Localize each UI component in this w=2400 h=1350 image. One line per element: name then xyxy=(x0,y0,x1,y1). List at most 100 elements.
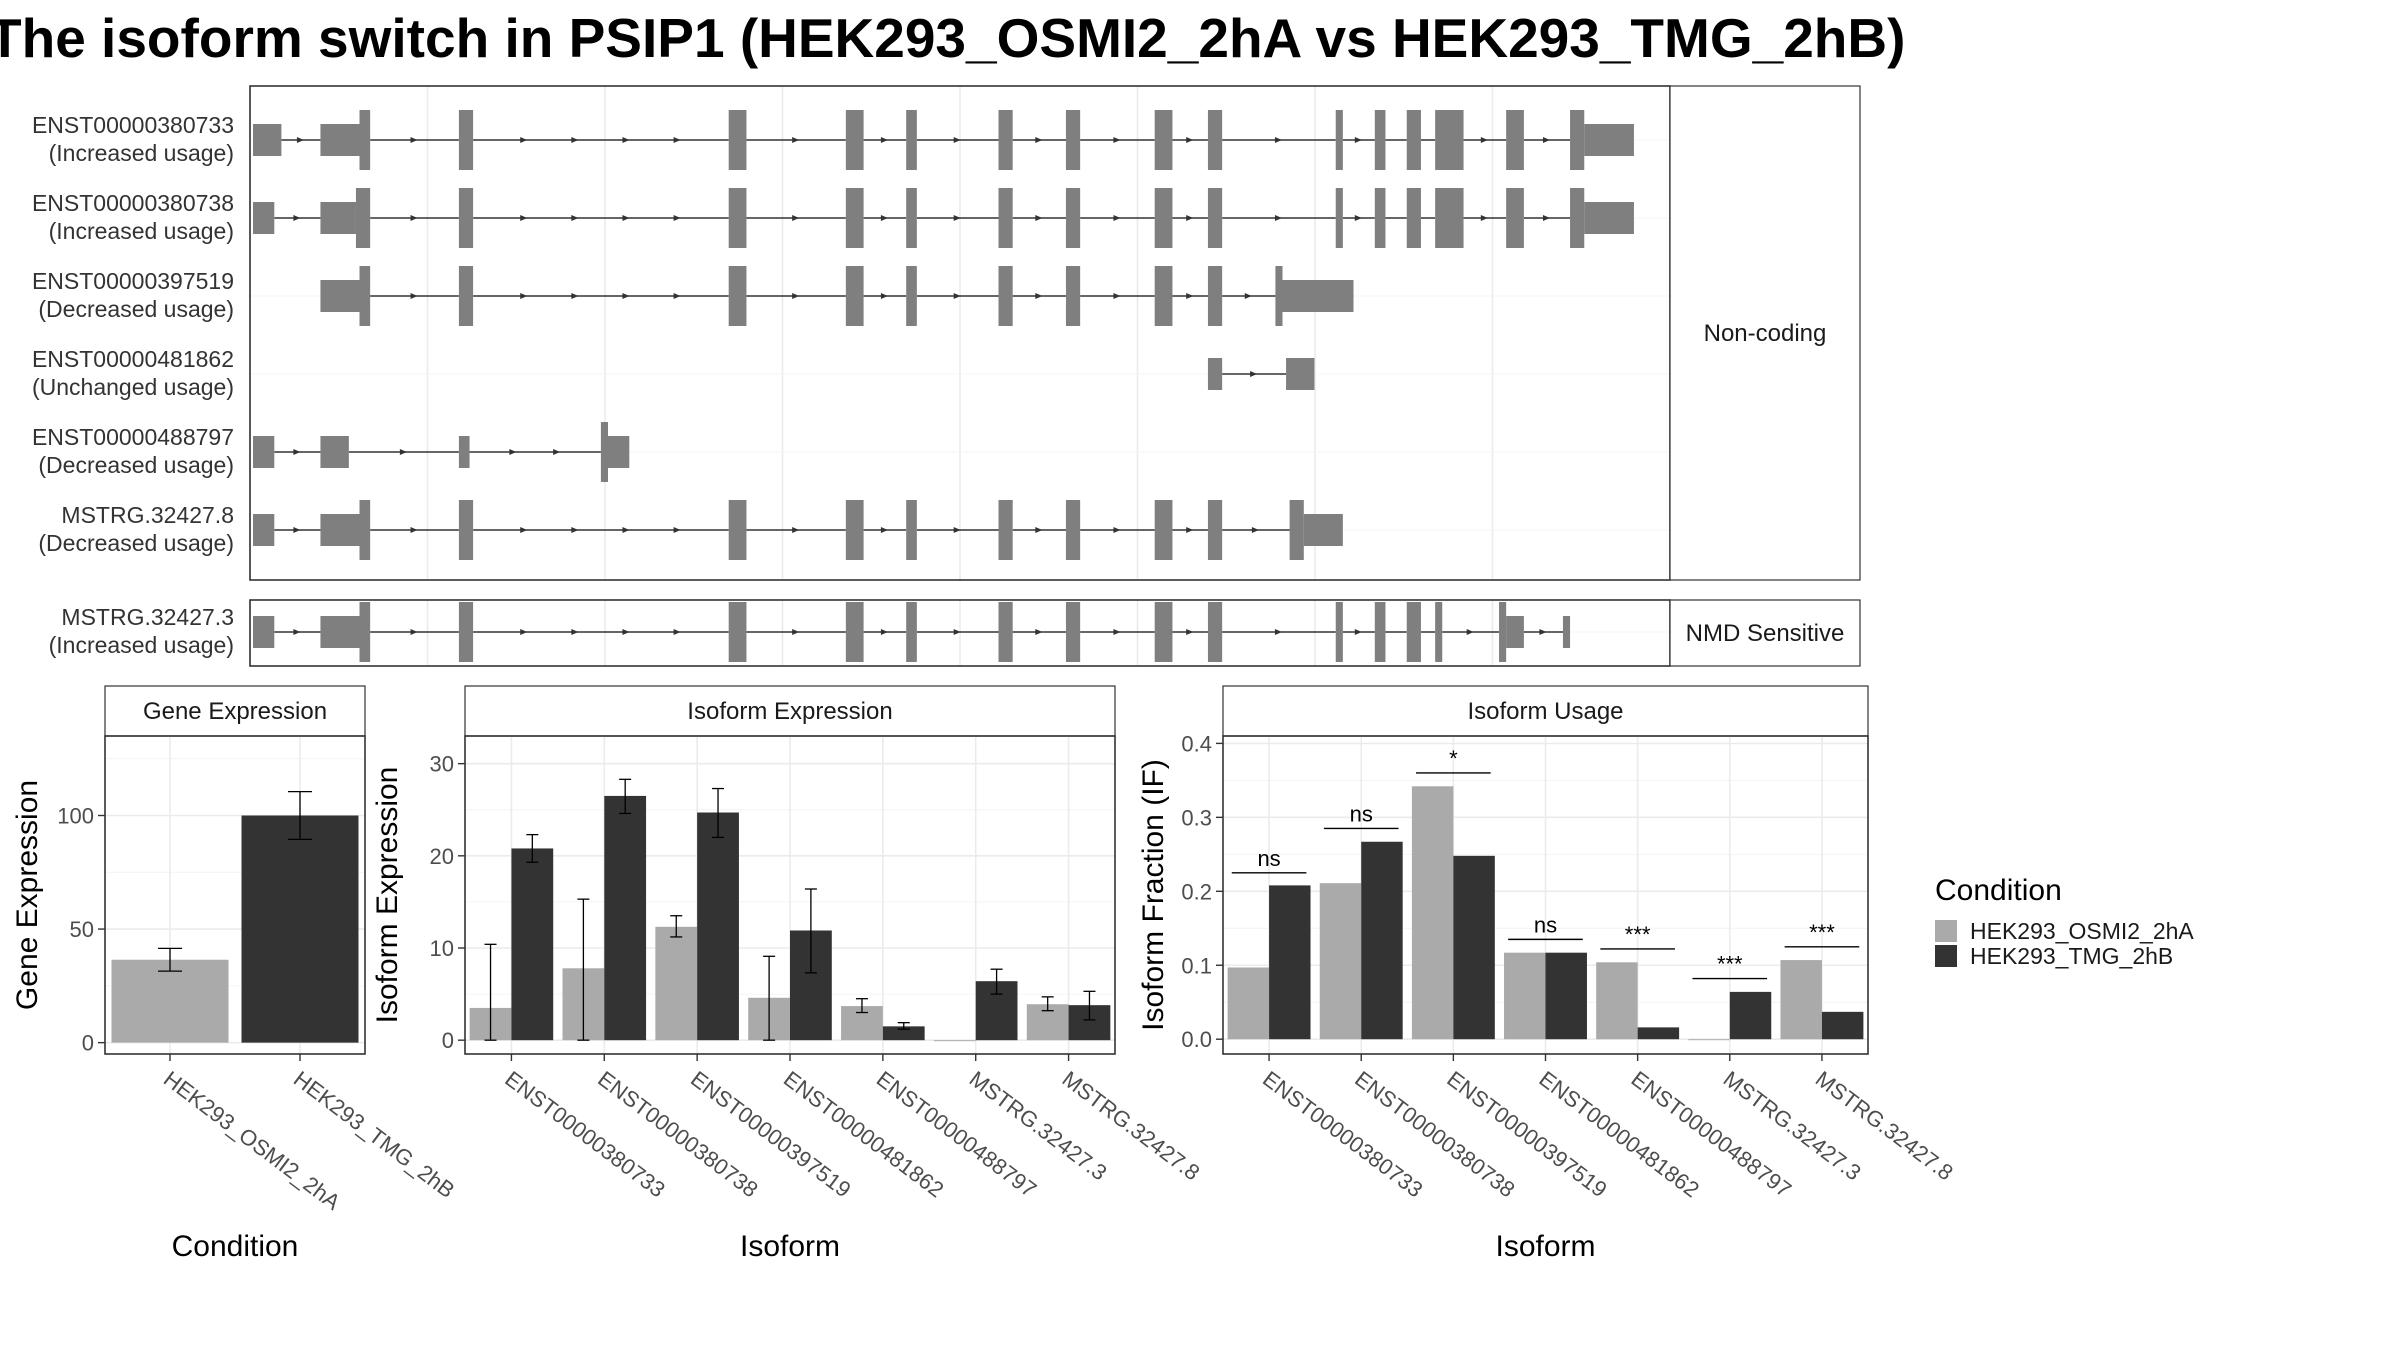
x-axis-title: Isoform xyxy=(740,1230,840,1263)
exon xyxy=(1335,110,1343,170)
direction-arrow xyxy=(1035,527,1043,533)
isoform-usage: (Increased usage) xyxy=(49,632,234,658)
bar xyxy=(1780,960,1822,1040)
direction-arrow xyxy=(1186,137,1194,143)
panel-title: Gene Expression xyxy=(143,698,327,725)
bar xyxy=(511,848,554,1041)
x-tick-label: ENST00000488797 xyxy=(1627,1066,1796,1202)
isoform-track: ENST00000397519(Decreased usage) xyxy=(32,266,1354,326)
panel-strip xyxy=(464,685,1116,737)
exon xyxy=(458,436,470,468)
y-tick-label: 0 xyxy=(442,1028,454,1053)
x-tick-label: ENST00000380738 xyxy=(1350,1066,1519,1202)
figure-title: The isoform switch in PSIP1 (HEK293_OSMI… xyxy=(0,7,1905,69)
direction-arrow xyxy=(520,293,528,299)
direction-arrow xyxy=(509,449,517,455)
direction-arrow xyxy=(520,527,528,533)
direction-arrow xyxy=(1542,137,1550,143)
direction-arrow xyxy=(571,215,579,221)
direction-arrow xyxy=(296,137,304,143)
x-tick-label: ENST00000380733 xyxy=(500,1066,669,1202)
isoform-id: ENST00000380733 xyxy=(32,112,234,138)
isoform-track: ENST00000481862(Unchanged usage) xyxy=(32,346,1315,400)
direction-arrow xyxy=(1539,629,1547,635)
x-tick-label: ENST00000481862 xyxy=(1534,1066,1703,1202)
exon xyxy=(1289,500,1304,560)
exon xyxy=(1506,188,1524,248)
significance-label: ns xyxy=(1534,912,1557,937)
isoform-usage: (Decreased usage) xyxy=(38,296,234,322)
exon xyxy=(1303,514,1343,546)
direction-arrow xyxy=(1354,629,1362,635)
bar-panel: Isoform Usage ns ns * ns *** *** *** 0.0 0.1 0.2 0.… xyxy=(1137,685,1958,1263)
isoform-track: MSTRG.32427.8(Decreased usage) xyxy=(38,500,1343,560)
y-tick-label: 0.2 xyxy=(1181,879,1212,904)
isoform-id: ENST00000488797 xyxy=(32,424,234,450)
bar xyxy=(1596,962,1638,1040)
exon xyxy=(1154,266,1173,326)
exon xyxy=(1275,266,1283,326)
direction-arrow xyxy=(293,527,301,533)
direction-arrow xyxy=(953,215,961,221)
y-axis-title: Gene Expression xyxy=(11,780,44,1010)
exon xyxy=(1406,602,1421,662)
exon xyxy=(1207,500,1223,560)
direction-arrow xyxy=(673,293,681,299)
exon xyxy=(1065,500,1081,560)
exon xyxy=(1435,110,1464,170)
direction-arrow xyxy=(1113,629,1121,635)
y-tick-label: 20 xyxy=(430,844,454,869)
exon xyxy=(906,602,917,662)
direction-arrow xyxy=(673,215,681,221)
exon xyxy=(320,436,349,468)
exon xyxy=(906,110,917,170)
x-tick-label: ENST00000397519 xyxy=(1442,1066,1611,1202)
bar xyxy=(604,795,647,1041)
exon xyxy=(845,500,864,560)
bar xyxy=(1729,991,1772,1040)
direction-arrow xyxy=(1113,215,1121,221)
direction-arrow xyxy=(953,629,961,635)
x-tick-label: ENST00000488797 xyxy=(872,1066,1041,1202)
direction-arrow xyxy=(553,449,561,455)
direction-arrow xyxy=(953,137,961,143)
exon xyxy=(359,266,371,326)
exon xyxy=(845,602,864,662)
exon xyxy=(1154,602,1173,662)
bar xyxy=(697,812,739,1041)
isoform-track: ENST00000488797(Decreased usage) xyxy=(32,422,630,482)
x-tick-label: ENST00000380738 xyxy=(593,1066,762,1202)
isoform-id: MSTRG.32427.8 xyxy=(61,502,234,528)
direction-arrow xyxy=(1035,293,1043,299)
exon xyxy=(253,202,275,234)
isoform-id: MSTRG.32427.3 xyxy=(61,604,234,630)
bar xyxy=(933,1040,976,1042)
bar xyxy=(1411,786,1454,1040)
y-tick-label: 50 xyxy=(70,917,94,942)
exon xyxy=(998,188,1013,248)
exon xyxy=(1562,616,1571,648)
direction-arrow xyxy=(1035,629,1043,635)
exon xyxy=(1499,602,1507,662)
direction-arrow xyxy=(571,629,579,635)
direction-arrow xyxy=(520,137,528,143)
direction-arrow xyxy=(622,527,630,533)
direction-arrow xyxy=(571,137,579,143)
exon xyxy=(608,436,630,468)
bar xyxy=(111,959,229,1043)
direction-arrow xyxy=(293,629,301,635)
exon xyxy=(359,500,371,560)
panel-title: Isoform Expression xyxy=(687,698,892,725)
exon xyxy=(458,188,474,248)
direction-arrow xyxy=(880,293,888,299)
y-tick-label: 0.1 xyxy=(1181,953,1212,978)
x-tick-label: ENST00000481862 xyxy=(779,1066,948,1202)
exon xyxy=(1374,188,1386,248)
exon xyxy=(1335,602,1343,662)
exon xyxy=(1374,110,1386,170)
isoform-track: MSTRG.32427.3(Increased usage) xyxy=(49,602,1571,662)
bar xyxy=(241,815,359,1043)
x-axis-title: Condition xyxy=(172,1230,299,1263)
exon xyxy=(1374,602,1386,662)
